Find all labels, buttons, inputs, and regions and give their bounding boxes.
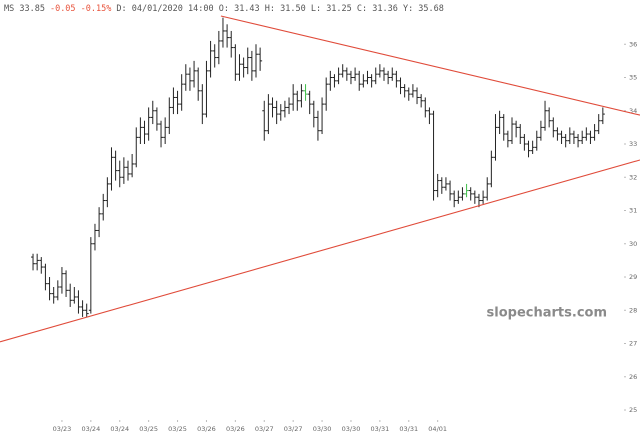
x-tick-label: 03/23: [53, 425, 72, 433]
x-tick-label: 03/24: [81, 425, 100, 433]
x-tick-label: 03/26: [226, 425, 245, 433]
y-tick-label: 32: [629, 173, 637, 181]
y-tick-label: 34: [629, 107, 637, 115]
header: MS 33.85 -0.05 -0.15% D: 04/01/2020 14:00 …: [4, 4, 444, 14]
y-tick-label: 36: [629, 40, 637, 48]
y-tick-label: 33: [629, 140, 637, 148]
x-tick-label: 03/24: [110, 425, 129, 433]
x-tick-label: 03/25: [168, 425, 187, 433]
trendline: [220, 15, 640, 116]
trendline: [0, 159, 640, 343]
x-tick-label: 03/27: [284, 425, 303, 433]
y-tick-label: 35: [629, 74, 637, 82]
x-tick-label: 03/25: [139, 425, 158, 433]
x-tick-label: 03/31: [399, 425, 418, 433]
y-tick-label: 30: [629, 240, 637, 248]
x-tick-label: 04/01: [428, 425, 447, 433]
y-tick-label: 27: [629, 340, 637, 348]
header-part: MS 33.85: [4, 4, 45, 14]
x-tick-label: 03/31: [371, 425, 390, 433]
header-part: -0.05 -0.15%: [50, 4, 111, 14]
x-tick-label: 03/26: [197, 425, 216, 433]
x-tick-label: 03/30: [313, 425, 332, 433]
y-tick-label: 26: [629, 373, 637, 381]
header-part: D: 04/01/2020 14:00 O: 31.43 H: 31.50 L:…: [116, 4, 444, 14]
y-tick-label: 25: [629, 406, 637, 414]
x-tick-label: 03/27: [255, 425, 274, 433]
y-tick-label: 29: [629, 273, 637, 281]
y-tick-label: 31: [629, 207, 637, 215]
y-tick-label: 28: [629, 306, 637, 314]
watermark: slopecharts.com: [487, 306, 607, 321]
x-tick-label: 03/30: [342, 425, 361, 433]
